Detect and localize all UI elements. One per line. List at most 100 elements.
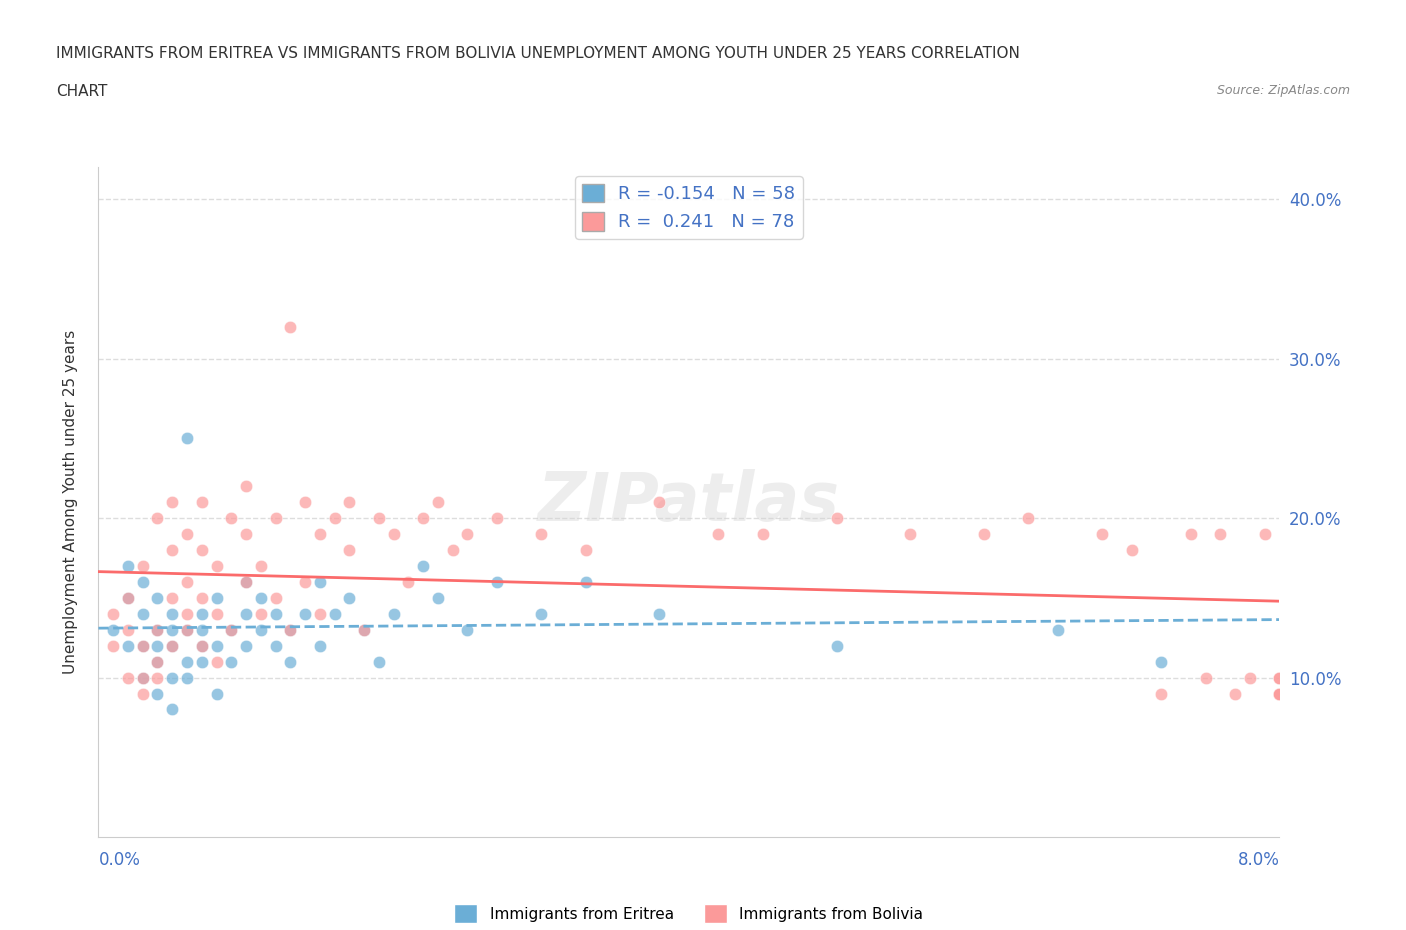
Point	[191, 495, 214, 510]
Point	[146, 686, 169, 701]
Point	[367, 511, 389, 525]
Point	[648, 495, 671, 510]
Point	[191, 638, 214, 653]
Point	[900, 526, 922, 541]
Point	[132, 671, 155, 685]
Point	[235, 606, 257, 621]
Point	[353, 622, 375, 637]
Point	[146, 671, 169, 685]
Point	[103, 638, 125, 653]
Point	[132, 638, 155, 653]
Point	[1223, 686, 1246, 701]
Point	[456, 622, 478, 637]
Point	[412, 559, 434, 574]
Point	[337, 591, 360, 605]
Point	[219, 654, 242, 669]
Point	[1254, 526, 1277, 541]
Point	[162, 542, 183, 557]
Point	[1194, 671, 1216, 685]
Point	[235, 479, 257, 494]
Point	[530, 606, 553, 621]
Point	[162, 591, 183, 605]
Point	[337, 495, 360, 510]
Point	[1150, 654, 1173, 669]
Point	[235, 638, 257, 653]
Point	[825, 638, 848, 653]
Point	[205, 638, 228, 653]
Point	[191, 622, 214, 637]
Point	[1268, 671, 1291, 685]
Point	[146, 511, 169, 525]
Legend: R = -0.154   N = 58, R =  0.241   N = 78: R = -0.154 N = 58, R = 0.241 N = 78	[575, 177, 803, 239]
Point	[235, 575, 257, 590]
Point	[412, 511, 434, 525]
Point	[250, 559, 273, 574]
Text: ZIPatlas: ZIPatlas	[538, 470, 839, 535]
Point	[191, 638, 214, 653]
Point	[176, 622, 198, 637]
Point	[1150, 686, 1173, 701]
Point	[294, 606, 316, 621]
Point	[191, 591, 214, 605]
Point	[132, 559, 155, 574]
Point	[235, 575, 257, 590]
Point	[441, 542, 464, 557]
Point	[162, 622, 183, 637]
Point	[485, 575, 508, 590]
Point	[117, 622, 139, 637]
Point	[176, 654, 198, 669]
Point	[1046, 622, 1069, 637]
Point	[264, 638, 287, 653]
Point	[323, 606, 346, 621]
Point	[1091, 526, 1114, 541]
Point	[132, 638, 155, 653]
Point	[367, 654, 389, 669]
Point	[337, 542, 360, 557]
Point	[162, 495, 183, 510]
Point	[117, 559, 139, 574]
Point	[146, 654, 169, 669]
Point	[162, 638, 183, 653]
Point	[176, 526, 198, 541]
Point	[250, 591, 273, 605]
Point	[456, 526, 478, 541]
Point	[117, 591, 139, 605]
Text: 8.0%: 8.0%	[1237, 851, 1279, 869]
Point	[308, 575, 332, 590]
Point	[132, 575, 155, 590]
Point	[205, 591, 228, 605]
Point	[103, 622, 125, 637]
Point	[264, 606, 287, 621]
Point	[574, 575, 596, 590]
Point	[751, 526, 773, 541]
Point	[278, 622, 302, 637]
Point	[176, 575, 198, 590]
Point	[146, 638, 169, 653]
Point	[707, 526, 730, 541]
Point	[264, 511, 287, 525]
Point	[308, 526, 332, 541]
Point	[825, 511, 848, 525]
Point	[146, 654, 169, 669]
Point	[176, 431, 198, 445]
Point	[162, 671, 183, 685]
Point	[176, 606, 198, 621]
Y-axis label: Unemployment Among Youth under 25 years: Unemployment Among Youth under 25 years	[63, 330, 77, 674]
Point	[132, 686, 155, 701]
Point	[235, 526, 257, 541]
Text: CHART: CHART	[56, 84, 108, 99]
Point	[132, 671, 155, 685]
Point	[264, 591, 287, 605]
Point	[146, 622, 169, 637]
Point	[1209, 526, 1232, 541]
Point	[117, 591, 139, 605]
Point	[1239, 671, 1261, 685]
Text: IMMIGRANTS FROM ERITREA VS IMMIGRANTS FROM BOLIVIA UNEMPLOYMENT AMONG YOUTH UNDE: IMMIGRANTS FROM ERITREA VS IMMIGRANTS FR…	[56, 46, 1021, 61]
Point	[205, 686, 228, 701]
Point	[1268, 686, 1291, 701]
Point	[426, 495, 449, 510]
Point	[205, 559, 228, 574]
Point	[132, 606, 155, 621]
Point	[162, 702, 183, 717]
Point	[219, 511, 242, 525]
